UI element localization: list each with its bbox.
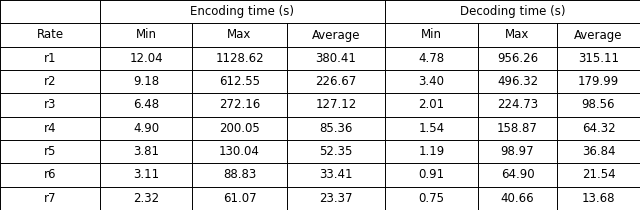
Text: r6: r6 (44, 168, 56, 181)
Text: 64.32: 64.32 (582, 122, 615, 135)
Text: r2: r2 (44, 75, 56, 88)
Text: 3.40: 3.40 (419, 75, 445, 88)
Text: 2.32: 2.32 (133, 192, 159, 205)
Text: 3.81: 3.81 (133, 145, 159, 158)
Text: 1128.62: 1128.62 (215, 52, 264, 65)
Text: 4.78: 4.78 (419, 52, 445, 65)
Text: r5: r5 (44, 145, 56, 158)
Text: 40.66: 40.66 (500, 192, 534, 205)
Text: 4.90: 4.90 (133, 122, 159, 135)
Text: r3: r3 (44, 98, 56, 112)
Text: 61.07: 61.07 (223, 192, 256, 205)
Text: 130.04: 130.04 (219, 145, 260, 158)
Text: 98.97: 98.97 (500, 145, 534, 158)
Text: 36.84: 36.84 (582, 145, 615, 158)
Text: 315.11: 315.11 (578, 52, 619, 65)
Text: 380.41: 380.41 (316, 52, 356, 65)
Text: 0.75: 0.75 (419, 192, 445, 205)
Text: 224.73: 224.73 (497, 98, 538, 112)
Text: 52.35: 52.35 (319, 145, 353, 158)
Text: 9.18: 9.18 (133, 75, 159, 88)
Text: 21.54: 21.54 (582, 168, 615, 181)
Text: Average: Average (312, 29, 360, 42)
Text: 200.05: 200.05 (219, 122, 260, 135)
Text: 33.41: 33.41 (319, 168, 353, 181)
Text: 179.99: 179.99 (578, 75, 619, 88)
Text: 13.68: 13.68 (582, 192, 615, 205)
Text: 85.36: 85.36 (319, 122, 353, 135)
Text: 6.48: 6.48 (133, 98, 159, 112)
Text: 226.67: 226.67 (316, 75, 356, 88)
Text: 12.04: 12.04 (129, 52, 163, 65)
Text: 496.32: 496.32 (497, 75, 538, 88)
Text: 23.37: 23.37 (319, 192, 353, 205)
Text: Rate: Rate (36, 29, 63, 42)
Text: 64.90: 64.90 (500, 168, 534, 181)
Text: 88.83: 88.83 (223, 168, 256, 181)
Text: 1.19: 1.19 (419, 145, 445, 158)
Text: 272.16: 272.16 (219, 98, 260, 112)
Text: Max: Max (227, 29, 252, 42)
Text: 3.11: 3.11 (133, 168, 159, 181)
Text: 956.26: 956.26 (497, 52, 538, 65)
Text: Min: Min (421, 29, 442, 42)
Text: 98.56: 98.56 (582, 98, 615, 112)
Text: 612.55: 612.55 (219, 75, 260, 88)
Text: Encoding time (s): Encoding time (s) (191, 5, 294, 18)
Text: Min: Min (136, 29, 157, 42)
Text: r4: r4 (44, 122, 56, 135)
Text: 0.91: 0.91 (419, 168, 445, 181)
Text: Decoding time (s): Decoding time (s) (460, 5, 565, 18)
Text: Average: Average (574, 29, 623, 42)
Text: r1: r1 (44, 52, 56, 65)
Text: 2.01: 2.01 (419, 98, 445, 112)
Text: Max: Max (506, 29, 530, 42)
Text: r7: r7 (44, 192, 56, 205)
Text: 158.87: 158.87 (497, 122, 538, 135)
Text: 127.12: 127.12 (316, 98, 356, 112)
Text: 1.54: 1.54 (419, 122, 445, 135)
